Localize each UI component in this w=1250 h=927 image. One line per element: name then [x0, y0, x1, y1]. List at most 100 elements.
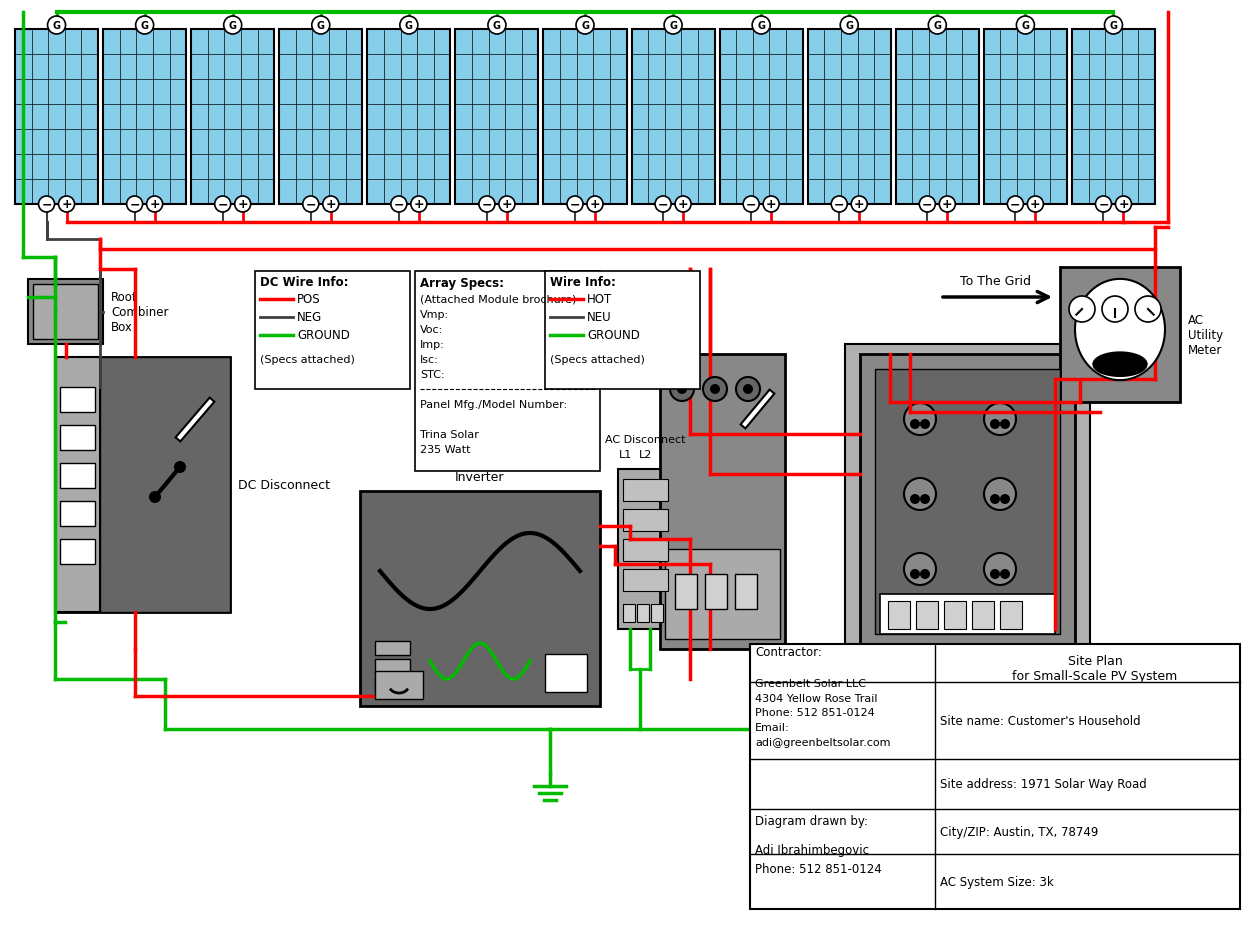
Bar: [375, 659, 410, 673]
Circle shape: [1115, 197, 1131, 213]
Bar: [880, 594, 1055, 634]
Circle shape: [1028, 197, 1044, 213]
Circle shape: [135, 17, 154, 35]
Bar: [735, 575, 758, 609]
Text: G: G: [405, 21, 412, 31]
Circle shape: [1135, 297, 1161, 323]
Text: Trina Solar: Trina Solar: [420, 429, 479, 439]
Text: G: G: [492, 21, 501, 31]
Bar: [55, 358, 100, 613]
Bar: [705, 575, 727, 609]
Bar: [808, 30, 891, 205]
Text: −: −: [1010, 198, 1021, 211]
Text: Site Plan
for Small-Scale PV System: Site Plan for Small-Scale PV System: [1013, 654, 1178, 682]
Bar: [279, 30, 362, 205]
Bar: [28, 280, 102, 345]
Text: Isc:: Isc:: [420, 355, 439, 364]
Text: Site address: 1971 Solar Way Road: Site address: 1971 Solar Way Road: [940, 778, 1146, 791]
Circle shape: [146, 197, 162, 213]
Circle shape: [224, 17, 241, 35]
Text: Panel Mfg./Model Number:: Panel Mfg./Model Number:: [420, 400, 568, 410]
Circle shape: [400, 17, 418, 35]
Bar: [375, 671, 423, 699]
Circle shape: [840, 17, 859, 35]
Circle shape: [939, 197, 955, 213]
Text: −: −: [481, 198, 492, 211]
Circle shape: [920, 569, 930, 579]
Circle shape: [910, 420, 920, 429]
Text: Array Specs:: Array Specs:: [420, 277, 504, 290]
Text: HOT: HOT: [588, 293, 612, 306]
Circle shape: [990, 494, 1000, 504]
Circle shape: [984, 553, 1016, 585]
Bar: [455, 30, 539, 205]
Bar: [368, 30, 450, 205]
Bar: [100, 358, 230, 613]
Text: G: G: [581, 21, 589, 31]
Bar: [15, 30, 98, 205]
Text: +: +: [149, 198, 160, 211]
Bar: [255, 272, 410, 389]
Circle shape: [703, 377, 728, 401]
Text: (Specs attached): (Specs attached): [260, 355, 355, 364]
Bar: [875, 370, 1060, 634]
Text: STC:: STC:: [420, 370, 445, 379]
Text: G: G: [1110, 21, 1118, 31]
Text: GROUND: GROUND: [588, 329, 640, 342]
Text: G: G: [934, 21, 941, 31]
Text: Inverter: Inverter: [455, 471, 505, 484]
Circle shape: [919, 197, 935, 213]
Bar: [32, 285, 98, 339]
Circle shape: [904, 553, 936, 585]
Bar: [622, 540, 668, 562]
Text: −: −: [217, 198, 227, 211]
Circle shape: [851, 197, 868, 213]
Bar: [60, 464, 95, 489]
Bar: [750, 644, 1240, 909]
Text: +: +: [942, 198, 952, 211]
Text: Roof
Combiner
Box: Roof Combiner Box: [111, 291, 169, 334]
Text: +: +: [61, 198, 71, 211]
Text: G: G: [52, 21, 60, 31]
Bar: [631, 30, 715, 205]
Text: AC System Size: 3k: AC System Size: 3k: [940, 875, 1054, 888]
Circle shape: [910, 494, 920, 504]
Circle shape: [149, 491, 161, 503]
Text: City/ZIP: Austin, TX, 78749: City/ZIP: Austin, TX, 78749: [940, 825, 1099, 838]
Circle shape: [752, 17, 770, 35]
Bar: [660, 355, 785, 649]
Text: −: −: [658, 198, 669, 211]
Circle shape: [568, 197, 582, 213]
Text: Imp:: Imp:: [420, 339, 445, 349]
Text: POS: POS: [298, 293, 320, 306]
Circle shape: [311, 17, 330, 35]
Text: Vmp:: Vmp:: [420, 310, 449, 320]
Text: AC
Utility
Meter: AC Utility Meter: [1188, 313, 1222, 357]
Text: AC Disconnect: AC Disconnect: [605, 435, 686, 445]
Circle shape: [302, 197, 319, 213]
Circle shape: [904, 478, 936, 511]
Text: NEU: NEU: [588, 311, 611, 324]
Circle shape: [920, 420, 930, 429]
Bar: [60, 425, 95, 451]
Ellipse shape: [1075, 280, 1165, 381]
Bar: [651, 604, 662, 622]
Circle shape: [1105, 17, 1122, 35]
Circle shape: [235, 197, 251, 213]
Circle shape: [831, 197, 848, 213]
Text: Diagram drawn by:: Diagram drawn by:: [755, 815, 868, 828]
Circle shape: [411, 197, 426, 213]
Text: G: G: [758, 21, 765, 31]
Bar: [60, 502, 95, 527]
Circle shape: [678, 385, 688, 395]
Circle shape: [1000, 420, 1010, 429]
Text: +: +: [766, 198, 776, 211]
Bar: [1060, 268, 1180, 402]
Bar: [191, 30, 274, 205]
Bar: [972, 602, 994, 629]
Circle shape: [744, 197, 759, 213]
Bar: [622, 510, 668, 531]
Bar: [60, 387, 95, 413]
Text: −: −: [41, 198, 51, 211]
Bar: [60, 540, 95, 565]
